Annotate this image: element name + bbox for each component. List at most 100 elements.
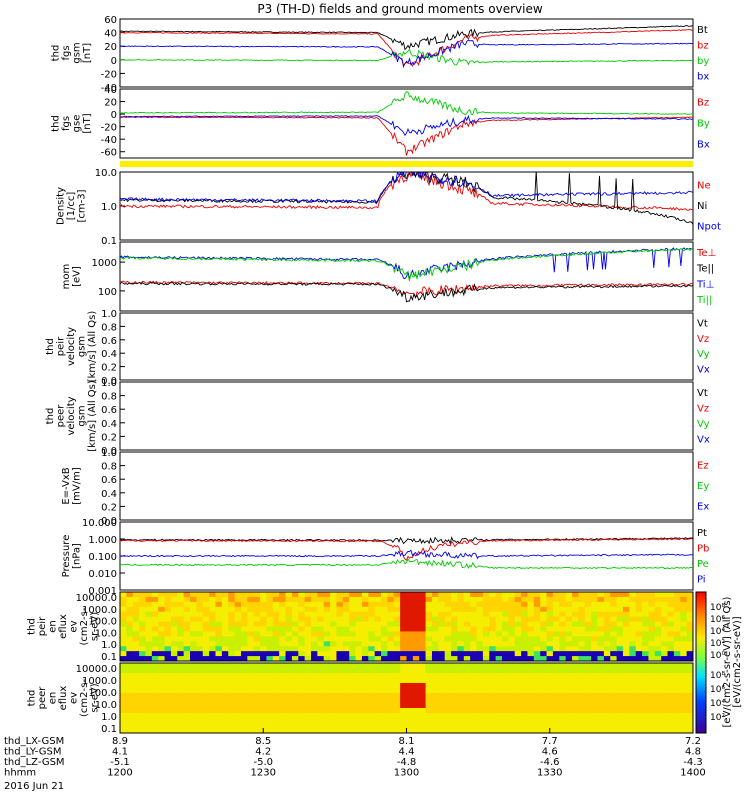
heatmap-cell [610,718,618,724]
heatmap-cell [533,601,541,608]
heatmap-cell [470,698,478,704]
heatmap-cell [330,616,337,623]
heatmap-cell [635,723,643,729]
heatmap-cell [177,708,185,714]
heatmap-cell [215,718,223,724]
heatmap-cell [622,698,630,704]
heatmap-cell [196,616,204,623]
heatmap-cell [597,606,605,613]
heatmap-cell [285,723,293,729]
heatmap-cell [591,596,598,603]
heatmap-cell [260,693,267,699]
heatmap-cell [521,673,528,679]
heatmap-cell [635,678,643,684]
heatmap-cell [661,651,669,657]
heatmap-cell [495,656,503,662]
heatmap-cell [368,698,376,704]
heatmap-cell [495,631,503,637]
heatmap-cell [546,596,554,603]
heatmap-cell [221,636,229,642]
heatmap-cell [578,693,586,699]
heatmap-cell [584,606,592,613]
heatmap-cell [349,703,357,709]
heatmap-cell [635,673,643,679]
heatmap-cell [591,668,598,674]
heatmap-cell [221,703,229,709]
heatmap-cell [521,616,528,623]
heatmap-cell [355,651,363,657]
heatmap-cell [177,668,185,674]
heatmap-cell [266,646,274,652]
heatmap-cell [502,683,509,689]
heatmap-cell [673,626,681,632]
heatmap-cell [584,651,592,657]
heatmap-cell [635,621,643,627]
heatmap-cell [170,673,178,679]
heatmap-cell [304,621,312,627]
heatmap-cell [495,673,503,679]
heatmap-cell [412,601,420,608]
heatmap-cell [419,641,427,647]
heatmap-cell [591,713,598,719]
heatmap-cell [240,698,248,704]
heatmap-cell [272,673,280,679]
heatmap-cell [190,728,197,734]
heatmap-cell [387,596,395,603]
heatmap-cell [470,723,478,729]
heatmap-cell [215,698,223,704]
heatmap-cell [202,728,210,734]
heatmap-cell [393,663,401,669]
y-tick-label: 100.0 [88,617,117,628]
heatmap-cell [654,651,662,657]
heatmap-cell [540,656,548,662]
heatmap-cell [412,688,420,694]
y-tick-label: 20 [104,98,117,109]
heatmap-cell [279,601,287,608]
heatmap-cell [514,713,522,719]
heatmap-cell [546,592,554,598]
heatmap-cell [164,616,172,623]
heatmap-cell [330,606,337,613]
heatmap-cell [381,592,388,598]
heatmap-cell [572,636,579,642]
heatmap-cell [336,611,344,618]
heatmap-cell [400,596,407,603]
heatmap-cell [578,621,586,627]
heatmap-cell [177,723,185,729]
heatmap-cell [508,698,516,704]
heatmap-cell [285,703,293,709]
heatmap-cell [260,646,267,652]
legend-entry: Pi [697,574,706,585]
heatmap-cell [470,728,478,734]
heatmap-cell [559,708,567,714]
heatmap-cell [425,698,433,704]
y-axis-label: sr-eV) [90,683,101,712]
heatmap-cell [508,631,516,637]
heatmap-cell [279,656,287,662]
heatmap-cell [661,728,669,734]
heatmap-cell [183,636,191,642]
heatmap-cell [202,596,210,603]
heatmap-cell [336,708,344,714]
heatmap-cell [323,651,331,657]
heatmap-cell [253,673,261,679]
heatmap-cell [393,728,401,734]
heatmap-cell [393,723,401,729]
x-tick-label: 7.7 [542,736,558,747]
heatmap-cell [546,641,554,647]
heatmap-cell [311,683,318,689]
heatmap-cell [540,718,548,724]
heatmap-cell [406,683,414,689]
heatmap-cell [533,703,541,709]
heatmap-cell [540,601,548,608]
heatmap-cell [209,651,216,657]
heatmap-cell [374,596,382,603]
heatmap-cell [323,616,331,623]
heatmap-cell [336,703,344,709]
heatmap-cell [330,641,337,647]
heatmap-cell [642,592,649,598]
heatmap-cell [673,703,681,709]
heatmap-cell [279,723,287,729]
heatmap-cell [177,631,185,637]
